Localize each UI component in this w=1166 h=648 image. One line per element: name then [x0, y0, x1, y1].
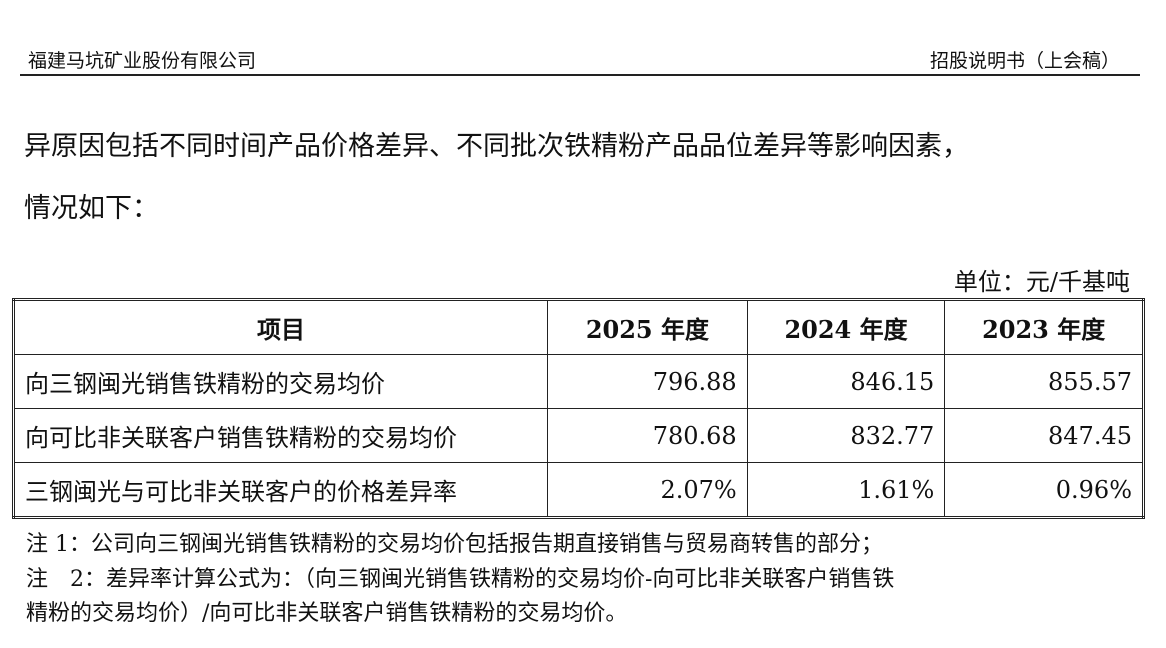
value-cell: 1.61%: [746, 462, 946, 518]
paragraph-line: 情况如下：: [24, 193, 159, 224]
value-cell: 846.15: [746, 354, 946, 409]
header-row: 项目 2025 年度 2024 年度 2023 年度: [12, 299, 1144, 355]
item-cell: 向可比非关联客户销售铁精粉的交易均价: [12, 408, 549, 463]
value-cell: 847.45: [944, 408, 1144, 463]
note: 精粉的交易均价）/向可比非关联客户销售铁精粉的交易均价。: [26, 601, 628, 626]
value-cell: 832.77: [746, 408, 946, 463]
price-table: 项目 2025 年度 2024 年度 2023 年度 向三钢闽光销售铁精粉的交易…: [12, 298, 1145, 519]
note: 注 2：差异率计算公式为：（向三钢闽光销售铁精粉的交易均价-向可比非关联客户销售…: [26, 567, 895, 592]
value-cell: 2.07%: [547, 462, 748, 518]
value-cell: 780.68: [547, 408, 748, 463]
value-cell: 855.57: [944, 354, 1144, 409]
header-cell: 2023 年度: [944, 299, 1144, 355]
value-cell: 796.88: [547, 354, 748, 409]
table-body: 向三钢闽光销售铁精粉的交易均价 796.88 846.15 855.57 向可比非关联客…: [12, 354, 1144, 518]
table-row: 三钢闽光与可比非关联客户的价格差异率 2.07% 1.61% 0.96%: [12, 462, 1144, 518]
table-row: 向可比非关联客户销售铁精粉的交易均价 780.68 832.77 847.45: [12, 408, 1144, 463]
item-cell: 三钢闽光与可比非关联客户的价格差异率: [12, 462, 549, 518]
header-rule: [20, 74, 1140, 76]
value-cell: 0.96%: [944, 462, 1144, 518]
company-name: 福建马坑矿业股份有限公司: [28, 50, 257, 72]
header-cell: 2024 年度: [746, 299, 946, 355]
table-row: 向三钢闽光销售铁精粉的交易均价 796.88 846.15 855.57: [12, 354, 1144, 409]
header-cell: 2025 年度: [547, 299, 748, 355]
unit: 单位：元/千基吨: [953, 268, 1130, 296]
doc-title: 招股说明书（上会稿）: [929, 50, 1120, 72]
paragraph-line: 异原因包括不同时间产品价格差异、不同批次铁精粉产品品位差异等影响因素，: [24, 131, 969, 162]
header-cell: 项目: [12, 299, 549, 355]
note: 注 1：公司向三钢闽光销售铁精粉的交易均价包括报告期直接销售与贸易商转售的部分；: [26, 532, 883, 557]
item-cell: 向三钢闽光销售铁精粉的交易均价: [12, 354, 549, 409]
